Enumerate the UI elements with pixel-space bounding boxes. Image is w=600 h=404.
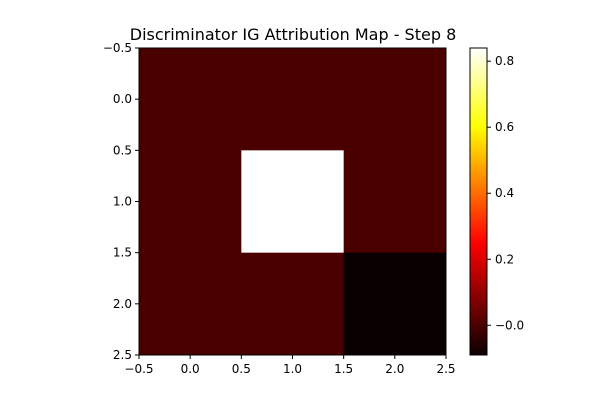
x-tick-label: −0.5 bbox=[124, 362, 153, 376]
y-tick-label: 2.0 bbox=[113, 297, 132, 311]
y-tick-label: 0.5 bbox=[113, 143, 132, 157]
colorbar-tick-label: 0.8 bbox=[495, 54, 514, 68]
heatmap-cell bbox=[241, 150, 345, 254]
colorbar-tick-label: 0.4 bbox=[495, 186, 514, 200]
colorbar-tick-label: 0.6 bbox=[495, 120, 514, 134]
y-tick-label: 2.5 bbox=[113, 348, 132, 362]
heatmap-cell bbox=[343, 48, 447, 151]
x-axis: −0.5 0.0 0.5 1.0 1.5 2.0 2.5 bbox=[124, 355, 456, 376]
heatmap-cells bbox=[139, 48, 447, 356]
colorbar bbox=[469, 47, 488, 356]
heatmap-cell bbox=[343, 150, 447, 254]
colorbar-tick-label: 0.2 bbox=[495, 252, 514, 266]
heatmap-cell bbox=[139, 252, 242, 356]
y-tick-label: −0.5 bbox=[103, 41, 132, 55]
x-tick-label: 1.0 bbox=[283, 362, 302, 376]
heatmap-cell bbox=[343, 252, 447, 356]
x-tick-label: 0.0 bbox=[181, 362, 200, 376]
heatmap-cell bbox=[139, 48, 242, 151]
colorbar-axis: −0.0 0.2 0.4 0.6 0.8 bbox=[487, 54, 524, 332]
y-tick-label: 1.0 bbox=[113, 195, 132, 209]
x-tick-label: 0.5 bbox=[232, 362, 251, 376]
x-tick-label: 2.5 bbox=[436, 362, 455, 376]
heatmap-cell bbox=[241, 48, 345, 151]
heatmap-cell bbox=[139, 150, 242, 254]
heatmap-cell bbox=[241, 252, 345, 356]
y-axis: −0.5 0.0 0.5 1.0 1.5 2.0 2.5 bbox=[103, 41, 139, 362]
y-tick-label: 1.5 bbox=[113, 246, 132, 260]
colorbar-tick-label: −0.0 bbox=[495, 318, 524, 332]
y-tick-label: 0.0 bbox=[113, 92, 132, 106]
x-tick-label: 2.0 bbox=[385, 362, 404, 376]
chart-title: Discriminator IG Attribution Map - Step … bbox=[130, 25, 457, 44]
x-tick-label: 1.5 bbox=[334, 362, 353, 376]
